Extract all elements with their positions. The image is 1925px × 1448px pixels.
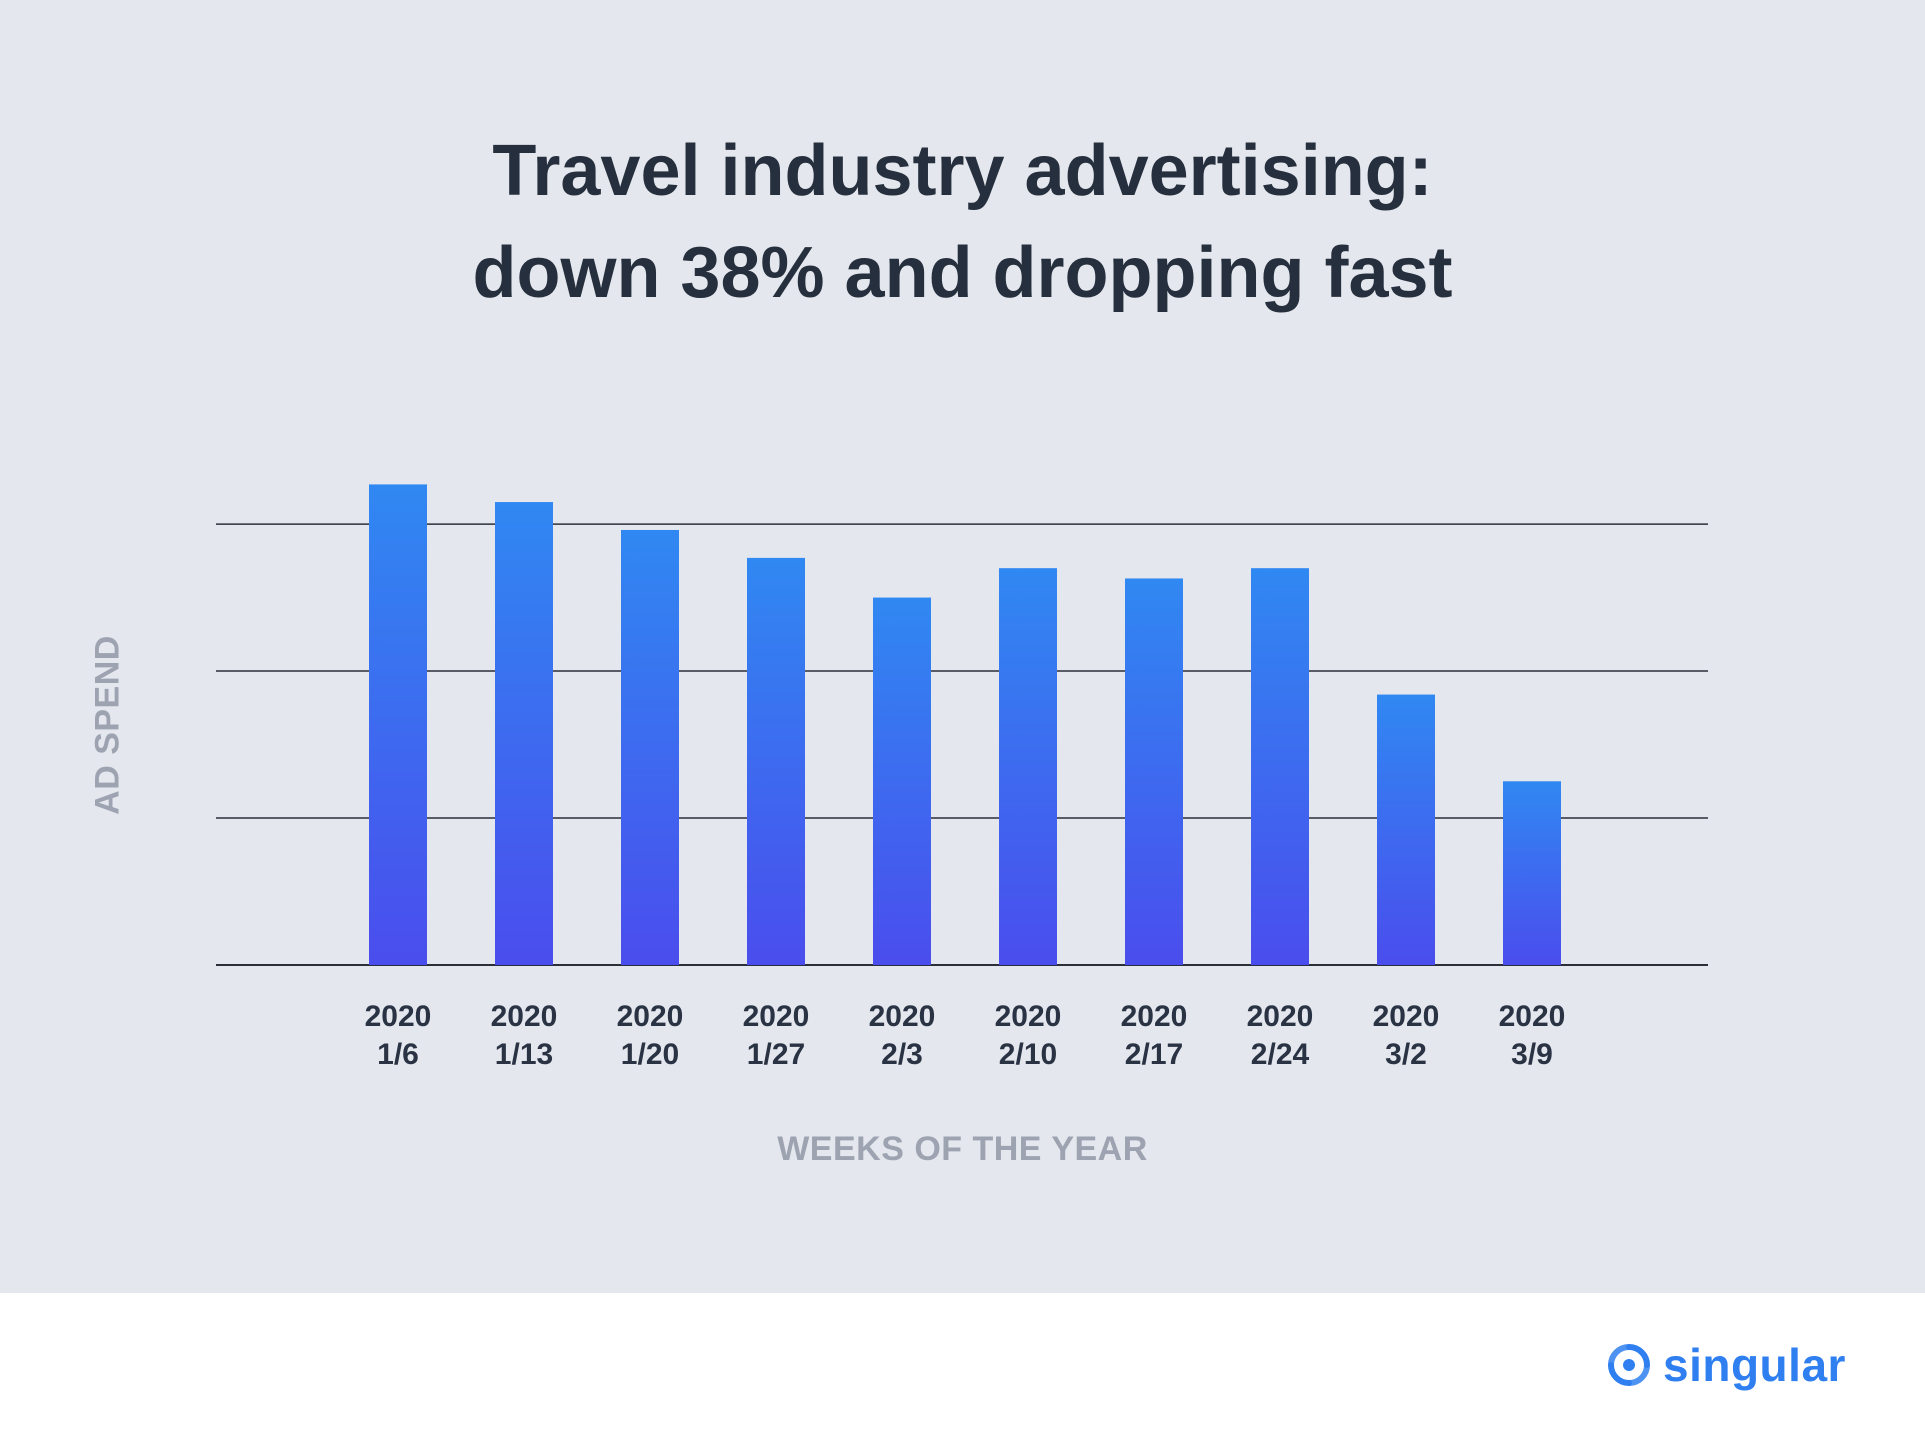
- bar-2020-2-24: [1251, 568, 1309, 965]
- bar-2020-1-27: [747, 557, 805, 965]
- x-tick-label: 2020 3/9: [1499, 1000, 1566, 1071]
- x-axis-label: WEEKS OF THE YEAR: [777, 1130, 1148, 1168]
- bar-2020-3-2: [1377, 694, 1435, 965]
- bar-2020-1-20: [621, 529, 679, 965]
- x-tick-label: 2020 2/24: [1247, 1000, 1314, 1071]
- y-axis-label: AD SPEND: [88, 635, 127, 815]
- gridlines: [216, 523, 1708, 966]
- x-tick-label: 2020 2/17: [1121, 1000, 1188, 1071]
- brand-name: singular: [1663, 1339, 1846, 1391]
- bar-2020-2-17: [1125, 578, 1183, 965]
- chart-title: Travel industry advertising: down 38% an…: [0, 120, 1925, 324]
- x-tick-label: 2020 2/10: [995, 1000, 1062, 1071]
- singular-swirl-icon: [1608, 1344, 1650, 1386]
- x-tick-label: 2020 1/13: [491, 1000, 558, 1071]
- bar-2020-2-3: [873, 597, 931, 965]
- bar-2020-1-6: [369, 484, 427, 965]
- bar-2020-2-10: [999, 568, 1057, 965]
- x-tick-label: 2020 2/3: [869, 1000, 936, 1071]
- chart-panel: [0, 0, 1925, 1293]
- x-tick-label: 2020 1/6: [365, 1000, 432, 1071]
- x-tick-label: 2020 1/27: [743, 1000, 810, 1071]
- chart-title-line-1: Travel industry advertising:: [492, 131, 1433, 211]
- bar-2020-1-13: [495, 502, 553, 965]
- bar-2020-3-9: [1503, 781, 1561, 965]
- x-tick-labels: 2020 1/6 2020 1/13 2020 1/20 2020 1/27 2020 2/3 20…: [365, 1000, 1566, 1071]
- chart-title-line-2: down 38% and dropping fast: [472, 233, 1453, 313]
- bar-chart: 2020 1/6 2020 1/13 2020 1/20 2020 1/27 2020 2/3 20…: [216, 484, 1708, 1071]
- x-tick-label: 2020 1/20: [617, 1000, 684, 1071]
- brand-logo: singular: [1605, 1338, 1846, 1392]
- bars: [369, 484, 1561, 965]
- x-tick-label: 2020 3/2: [1373, 1000, 1440, 1071]
